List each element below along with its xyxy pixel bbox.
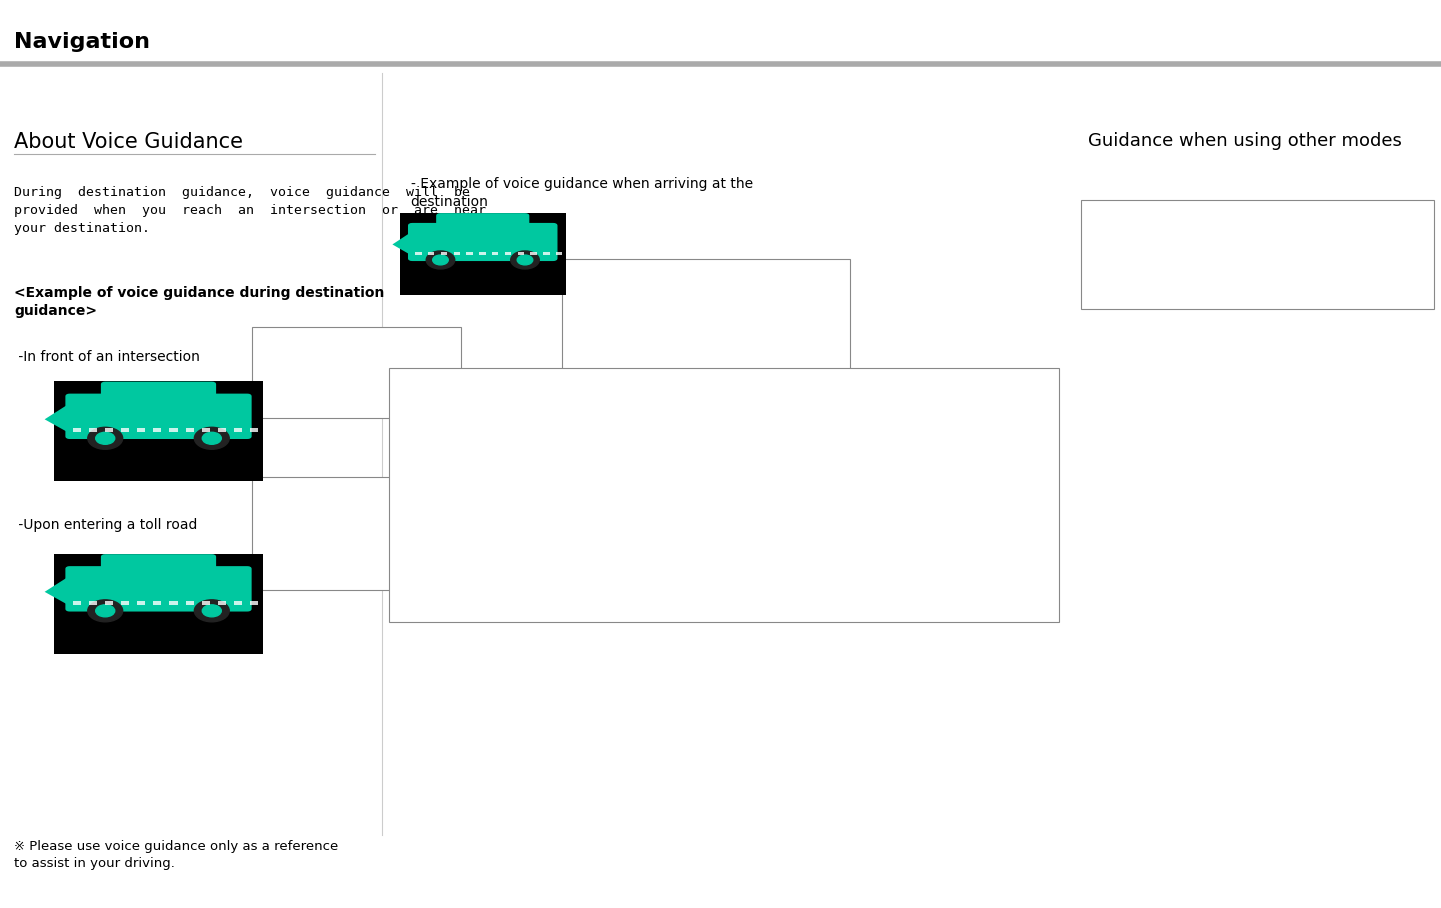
Text: Information: Information (411, 383, 499, 396)
FancyBboxPatch shape (186, 429, 193, 432)
FancyBboxPatch shape (1081, 200, 1434, 309)
Text: Turn right in about
700m. Right turn ahead.: Turn right in about 700m. Right turn ahe… (280, 357, 434, 388)
FancyBboxPatch shape (556, 252, 562, 255)
Text: Information: Information (1099, 213, 1183, 226)
Circle shape (427, 251, 455, 269)
Text: Right turn ahead.
You are entering a
motorway. Toll gate
ahead.: Right turn ahead. You are entering a mot… (295, 500, 418, 567)
Text: -Upon entering a toll road: -Upon entering a toll road (14, 518, 197, 531)
FancyBboxPatch shape (408, 222, 558, 261)
FancyBboxPatch shape (218, 429, 226, 432)
Circle shape (202, 432, 222, 444)
FancyBboxPatch shape (202, 429, 210, 432)
Circle shape (510, 251, 539, 269)
Circle shape (95, 432, 115, 444)
FancyBboxPatch shape (105, 429, 112, 432)
FancyBboxPatch shape (121, 601, 130, 605)
FancyBboxPatch shape (437, 213, 529, 242)
Text: During  destination  guidance,  voice  guidance  will  be
provided  when  you  r: During destination guidance, voice guida… (14, 186, 487, 235)
FancyBboxPatch shape (89, 429, 97, 432)
FancyBboxPatch shape (454, 252, 460, 255)
FancyBboxPatch shape (562, 259, 850, 372)
FancyBboxPatch shape (202, 601, 210, 605)
Polygon shape (45, 403, 69, 433)
Circle shape (95, 605, 115, 617)
FancyBboxPatch shape (491, 252, 499, 255)
FancyBboxPatch shape (101, 554, 216, 587)
FancyBboxPatch shape (105, 601, 112, 605)
FancyBboxPatch shape (251, 429, 258, 432)
FancyBboxPatch shape (65, 393, 252, 439)
FancyBboxPatch shape (415, 252, 422, 255)
FancyBboxPatch shape (233, 601, 242, 605)
FancyBboxPatch shape (441, 252, 447, 255)
Circle shape (88, 600, 122, 622)
FancyBboxPatch shape (504, 252, 512, 255)
FancyBboxPatch shape (530, 252, 537, 255)
Text: ※ Please use voice guidance only as a reference
to assist in your driving.: ※ Please use voice guidance only as a re… (14, 840, 339, 870)
Circle shape (202, 605, 222, 617)
FancyBboxPatch shape (170, 429, 177, 432)
FancyBboxPatch shape (186, 601, 193, 605)
FancyBboxPatch shape (428, 252, 434, 255)
FancyBboxPatch shape (543, 252, 549, 255)
FancyBboxPatch shape (218, 601, 226, 605)
FancyBboxPatch shape (252, 327, 461, 418)
FancyBboxPatch shape (251, 601, 258, 605)
FancyBboxPatch shape (121, 429, 130, 432)
FancyBboxPatch shape (55, 554, 262, 654)
FancyBboxPatch shape (153, 601, 161, 605)
Polygon shape (392, 232, 412, 256)
Text: • The above voice guidance examples are normal
cases. However, the actual voice : • The above voice guidance examples are … (411, 400, 723, 538)
FancyBboxPatch shape (517, 252, 525, 255)
FancyBboxPatch shape (401, 213, 565, 295)
FancyBboxPatch shape (252, 477, 461, 590)
FancyBboxPatch shape (101, 381, 216, 415)
Circle shape (432, 255, 448, 265)
Circle shape (195, 428, 229, 449)
Text: About Voice Guidance: About Voice Guidance (14, 132, 244, 152)
FancyBboxPatch shape (170, 601, 177, 605)
Text: -In front of an intersection: -In front of an intersection (14, 350, 200, 363)
Circle shape (88, 428, 122, 449)
Text: Navigation: Navigation (14, 32, 150, 52)
Text: Voice guidance will continue even when
converting from the navigation screen to : Voice guidance will continue even when c… (1088, 200, 1375, 249)
FancyBboxPatch shape (89, 601, 97, 605)
Circle shape (517, 255, 533, 265)
Text: Guidance when using other modes: Guidance when using other modes (1088, 132, 1402, 150)
FancyBboxPatch shape (153, 429, 161, 432)
FancyBboxPatch shape (467, 252, 473, 255)
Text: - Example of voice guidance when arriving at the
destination: - Example of voice guidance when arrivin… (411, 177, 752, 210)
FancyBboxPatch shape (233, 429, 242, 432)
Text: You are near your
destination. Voice
guidance will end.: You are near your destination. Voice gui… (648, 291, 764, 340)
Circle shape (195, 600, 229, 622)
FancyBboxPatch shape (137, 429, 146, 432)
FancyBboxPatch shape (65, 567, 252, 612)
FancyBboxPatch shape (480, 252, 486, 255)
FancyBboxPatch shape (55, 381, 262, 481)
FancyBboxPatch shape (72, 601, 81, 605)
FancyBboxPatch shape (72, 429, 81, 432)
FancyBboxPatch shape (137, 601, 146, 605)
Text: Even when voice guidance has been muted,
destination guidance will continued to : Even when voice guidance has been muted,… (1099, 230, 1378, 279)
FancyBboxPatch shape (389, 368, 1059, 622)
Text: <Example of voice guidance during destination
guidance>: <Example of voice guidance during destin… (14, 286, 385, 319)
Polygon shape (45, 576, 69, 606)
